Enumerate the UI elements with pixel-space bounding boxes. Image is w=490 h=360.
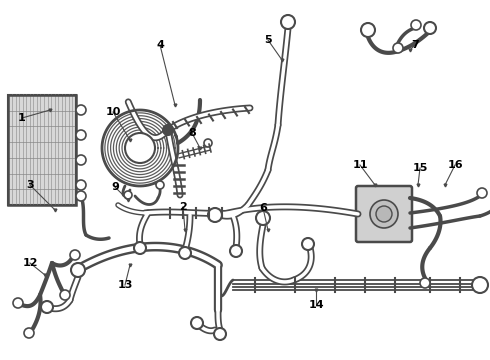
Circle shape	[179, 247, 191, 259]
Circle shape	[124, 191, 132, 199]
Circle shape	[424, 22, 436, 34]
Text: 14: 14	[308, 300, 324, 310]
Circle shape	[281, 15, 295, 29]
Circle shape	[163, 125, 173, 135]
Circle shape	[208, 208, 222, 222]
Circle shape	[24, 328, 34, 338]
Circle shape	[361, 23, 375, 37]
Circle shape	[76, 130, 86, 140]
Circle shape	[376, 206, 392, 222]
Text: 15: 15	[412, 163, 428, 173]
Circle shape	[60, 290, 70, 300]
Circle shape	[76, 155, 86, 165]
Circle shape	[191, 317, 203, 329]
Text: 7: 7	[411, 40, 419, 50]
Text: 10: 10	[105, 107, 121, 117]
Text: 13: 13	[117, 280, 133, 290]
Text: 16: 16	[447, 160, 463, 170]
Circle shape	[230, 245, 242, 257]
Circle shape	[204, 139, 212, 147]
Text: 1: 1	[18, 113, 26, 123]
Circle shape	[41, 301, 53, 313]
Circle shape	[13, 298, 23, 308]
Circle shape	[472, 277, 488, 293]
Circle shape	[393, 43, 403, 53]
Text: 3: 3	[26, 180, 34, 190]
Circle shape	[411, 20, 421, 30]
Circle shape	[76, 180, 86, 190]
Text: 6: 6	[259, 203, 267, 213]
Text: 4: 4	[156, 40, 164, 50]
Text: 11: 11	[352, 160, 368, 170]
Bar	[8, 95, 76, 205]
Circle shape	[214, 328, 226, 340]
FancyBboxPatch shape	[356, 186, 412, 242]
Circle shape	[302, 238, 314, 250]
Text: 8: 8	[188, 128, 196, 138]
Circle shape	[256, 211, 270, 225]
Circle shape	[76, 191, 86, 201]
Circle shape	[477, 188, 487, 198]
Circle shape	[156, 181, 164, 189]
Text: 5: 5	[264, 35, 272, 45]
Circle shape	[134, 242, 146, 254]
Circle shape	[71, 263, 85, 277]
Circle shape	[70, 250, 80, 260]
Circle shape	[125, 133, 155, 163]
Text: 2: 2	[179, 202, 187, 212]
Bar	[8, 95, 76, 205]
Text: 9: 9	[111, 182, 119, 192]
Text: 12: 12	[22, 258, 38, 268]
Circle shape	[370, 200, 398, 228]
Circle shape	[76, 105, 86, 115]
Circle shape	[420, 278, 430, 288]
